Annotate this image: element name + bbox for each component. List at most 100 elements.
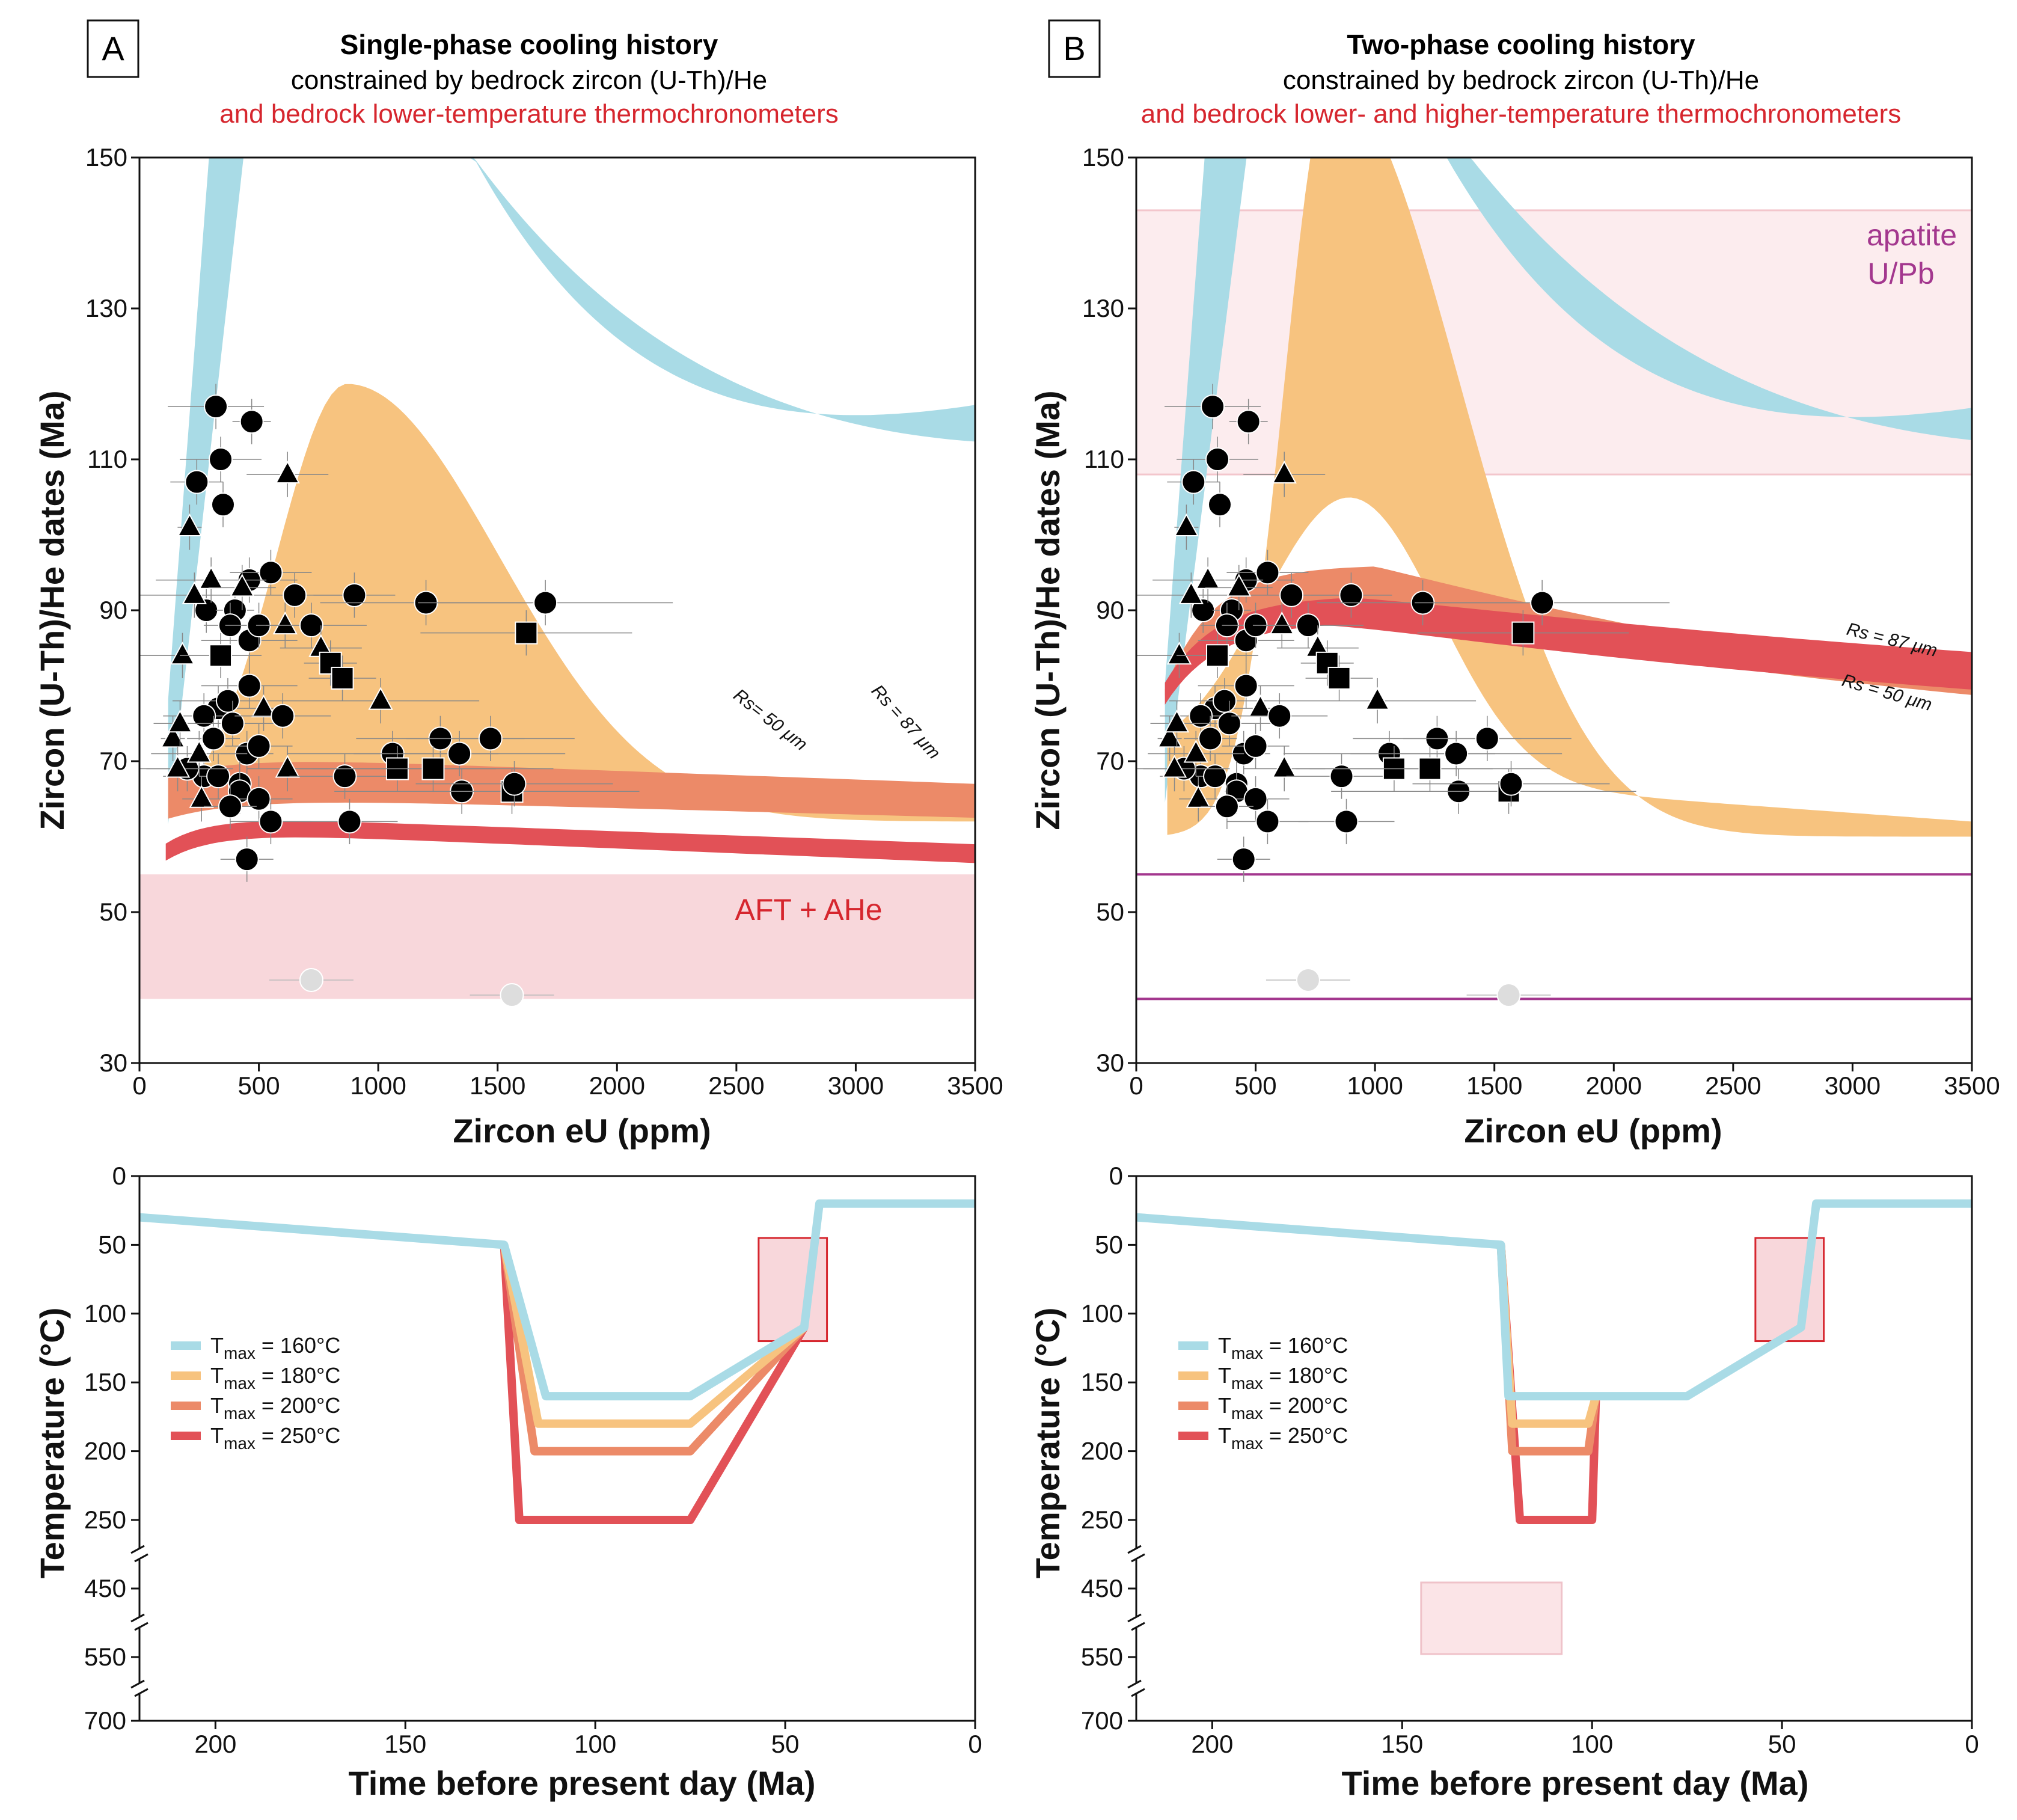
panel-b-header: B Two-phase cooling history constrained … bbox=[1048, 19, 1901, 129]
axis-break bbox=[134, 1553, 148, 1563]
point-circle bbox=[246, 734, 271, 758]
point-triangle bbox=[1272, 461, 1297, 484]
chart-b-top-bands bbox=[1136, 158, 1972, 1008]
point-circle bbox=[1296, 613, 1320, 638]
point-circle bbox=[206, 764, 231, 789]
point-circle bbox=[1279, 583, 1304, 607]
point-triangle bbox=[1272, 755, 1297, 778]
axis-break bbox=[1127, 1545, 1142, 1554]
chart-b-bottom: 200 150 100 50 0 0 50 100 150 200 250 450 550 700 Tma… bbox=[1029, 1162, 1979, 1802]
y-tick-label: 130 bbox=[1082, 294, 1124, 322]
point-circle bbox=[215, 688, 240, 713]
x-tick-label: 3000 bbox=[1825, 1071, 1881, 1100]
point-circle bbox=[1234, 673, 1258, 698]
x-tick-label: 2500 bbox=[1705, 1071, 1761, 1100]
x-tick-label: 150 bbox=[1381, 1730, 1423, 1758]
b-bot-ylabel: Temperature (°C) bbox=[1029, 1308, 1067, 1579]
chart-a-bottom-frame bbox=[138, 1175, 976, 1722]
point-circle bbox=[1329, 764, 1354, 789]
apatite-label-1: apatite bbox=[1867, 218, 1957, 252]
point-circle bbox=[234, 847, 259, 872]
a-top-xlabel: Zircon eU (ppm) bbox=[453, 1112, 711, 1150]
rs87-label-a: Rs = 87 μm bbox=[868, 681, 944, 764]
aft-ahe-box bbox=[139, 874, 975, 999]
point-circle bbox=[218, 794, 242, 819]
point-circle bbox=[1444, 741, 1469, 766]
point-circle bbox=[1334, 809, 1359, 834]
point-circle bbox=[478, 726, 503, 751]
point-circle bbox=[1181, 470, 1206, 494]
apatite-label-2: U/Pb bbox=[1867, 257, 1934, 290]
rs50-label-a: Rs= 50 μm bbox=[730, 685, 811, 755]
y-tick-label: 0 bbox=[1109, 1162, 1123, 1190]
y-tick-label: 100 bbox=[1081, 1299, 1123, 1328]
legend-label: Tmax = 180°C bbox=[1218, 1363, 1348, 1393]
point-triangle bbox=[1195, 566, 1220, 589]
legend-label: Tmax = 180°C bbox=[210, 1363, 340, 1393]
data-points-b bbox=[1136, 384, 1670, 1008]
band-orange-b bbox=[1167, 158, 1972, 837]
x-tick-label: 1500 bbox=[470, 1071, 525, 1100]
b-bot-xlabel: Time before present day (Ma) bbox=[1342, 1764, 1809, 1802]
y-tick-label: 130 bbox=[85, 294, 127, 322]
panel-a-header: A Single-phase cooling history constrain… bbox=[87, 19, 839, 129]
point-circle bbox=[185, 470, 209, 494]
point-circle bbox=[259, 560, 283, 585]
point-circle bbox=[1231, 847, 1256, 872]
y-tick-label: 90 bbox=[1096, 596, 1124, 624]
point-circle bbox=[1205, 447, 1230, 471]
band-blue-rs50-b bbox=[1165, 158, 1247, 803]
x-tick-label: 3500 bbox=[1944, 1071, 2000, 1100]
point-circle bbox=[192, 703, 216, 728]
panel-a-title: Single-phase cooling history bbox=[340, 29, 718, 60]
point-grey bbox=[500, 983, 524, 1008]
y-tick-label: 200 bbox=[84, 1437, 126, 1465]
point-circle bbox=[299, 613, 323, 638]
point-square bbox=[331, 666, 354, 690]
x-tick-label: 2000 bbox=[589, 1071, 645, 1100]
point-square bbox=[421, 757, 445, 780]
a-bot-xlabel: Time before present day (Ma) bbox=[349, 1764, 816, 1802]
legend-label: Tmax = 200°C bbox=[1218, 1393, 1348, 1423]
panel-a-subtitle-red: and bedrock lower-temperature thermochro… bbox=[219, 99, 839, 129]
axis-break bbox=[130, 1679, 145, 1689]
point-triangle bbox=[167, 709, 193, 733]
point-circle bbox=[1198, 726, 1223, 751]
x-tick-label: 2500 bbox=[708, 1071, 764, 1100]
point-triangle bbox=[1157, 725, 1183, 748]
chart-b-top: 0 500 1000 1500 2000 2500 3000 3500 30 50 70 90 110 1… bbox=[1029, 143, 2000, 1150]
point-circle bbox=[259, 809, 283, 834]
tt-path bbox=[500, 1245, 808, 1524]
axis-break bbox=[1127, 1679, 1142, 1689]
point-circle bbox=[1214, 794, 1239, 819]
band-orange bbox=[170, 384, 975, 822]
y-tick-label: 550 bbox=[1081, 1643, 1123, 1671]
point-triangle bbox=[275, 755, 300, 778]
axis-break bbox=[134, 1688, 148, 1697]
point-circle bbox=[342, 583, 367, 607]
y-tick-label: 250 bbox=[84, 1506, 126, 1534]
axis-break bbox=[134, 1622, 148, 1631]
data-points-a bbox=[139, 384, 673, 1008]
axis-break bbox=[1127, 1613, 1142, 1623]
point-circle bbox=[1255, 809, 1280, 834]
y-tick-label: 50 bbox=[99, 898, 127, 926]
y-tick-label: 50 bbox=[1096, 898, 1124, 926]
y-tick-label: 550 bbox=[84, 1643, 126, 1671]
y-tick-label: 700 bbox=[1081, 1706, 1123, 1735]
y-tick-label: 150 bbox=[84, 1368, 126, 1396]
axis-break bbox=[1131, 1622, 1145, 1631]
y-tick-label: 250 bbox=[1081, 1506, 1123, 1534]
point-triangle bbox=[1186, 785, 1211, 808]
x-tick-label: 500 bbox=[238, 1071, 280, 1100]
point-triangle bbox=[1365, 687, 1390, 710]
point-square bbox=[515, 621, 538, 645]
b-top-ylabel: Zircon (U-Th)/He dates (Ma) bbox=[1029, 390, 1067, 830]
point-circle bbox=[447, 741, 472, 766]
y-tick-label: 100 bbox=[84, 1299, 126, 1328]
panel-b-letter: B bbox=[1063, 29, 1085, 67]
point-circle bbox=[1255, 560, 1280, 585]
y-tick-label: 50 bbox=[98, 1230, 126, 1258]
point-triangle bbox=[1166, 642, 1192, 665]
